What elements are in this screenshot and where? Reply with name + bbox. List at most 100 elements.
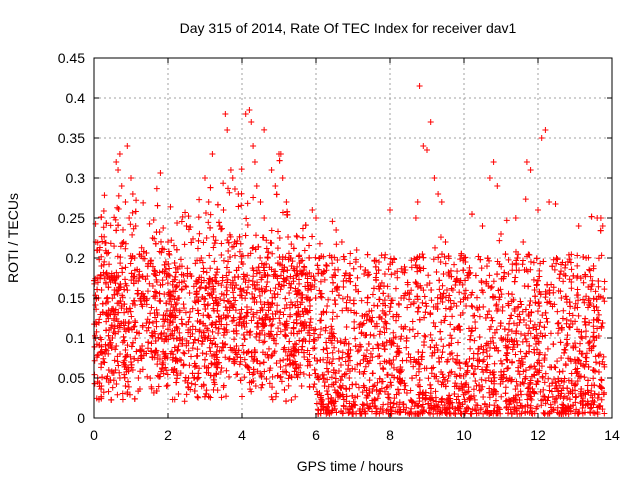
data-point — [520, 239, 527, 245]
data-point — [439, 349, 446, 356]
data-point — [235, 191, 242, 197]
data-point — [223, 284, 230, 291]
data-point — [208, 360, 215, 367]
data-point — [368, 319, 375, 325]
data-point — [555, 375, 562, 382]
data-point — [541, 324, 548, 331]
data-point — [380, 324, 387, 331]
data-point — [462, 254, 469, 261]
data-point — [140, 199, 147, 206]
data-point — [560, 278, 567, 285]
data-point — [398, 295, 405, 301]
data-point — [536, 303, 543, 310]
data-point — [438, 251, 445, 258]
data-point — [458, 250, 465, 257]
data-point — [164, 371, 171, 378]
data-point — [559, 368, 566, 375]
data-point — [246, 107, 253, 113]
data-point — [597, 215, 604, 221]
data-point — [328, 374, 335, 381]
data-point — [447, 332, 454, 339]
data-point — [259, 381, 266, 388]
data-point — [514, 254, 521, 261]
data-point — [542, 288, 549, 295]
data-point — [542, 294, 549, 301]
data-point — [493, 410, 500, 417]
data-point — [222, 111, 229, 117]
data-point — [579, 404, 586, 411]
y-tick-label: 0.4 — [66, 90, 86, 106]
data-point — [279, 256, 286, 263]
data-point — [135, 375, 142, 381]
data-point — [261, 331, 268, 338]
data-point — [180, 301, 187, 308]
data-point — [334, 337, 341, 344]
data-point — [279, 175, 286, 181]
data-point — [346, 353, 353, 360]
data-point — [446, 292, 453, 299]
data-point — [420, 143, 427, 149]
data-point — [554, 308, 561, 315]
data-point — [372, 403, 379, 410]
data-point — [186, 314, 193, 321]
data-point — [244, 222, 251, 229]
data-point — [187, 223, 194, 230]
data-point — [234, 238, 241, 245]
data-point — [255, 243, 262, 250]
data-point — [168, 367, 175, 373]
data-point — [543, 315, 550, 322]
data-point — [433, 373, 440, 380]
data-point — [253, 309, 260, 316]
data-point — [202, 305, 209, 312]
data-point — [328, 394, 335, 401]
data-point — [135, 388, 142, 395]
data-point — [122, 245, 129, 252]
data-point — [546, 287, 553, 294]
data-point — [559, 259, 566, 266]
data-point — [403, 390, 410, 397]
data-point — [190, 283, 197, 290]
data-point — [522, 353, 529, 360]
data-point — [119, 240, 126, 247]
data-point — [471, 337, 478, 344]
data-point — [471, 396, 478, 403]
data-point — [218, 282, 225, 289]
data-point — [121, 286, 128, 293]
data-point — [94, 279, 101, 286]
data-point — [485, 283, 492, 290]
data-point — [220, 291, 227, 298]
data-point — [210, 289, 217, 296]
data-point — [231, 336, 238, 343]
data-point — [370, 383, 377, 390]
data-point — [416, 316, 423, 323]
data-point — [110, 369, 117, 376]
data-point — [147, 260, 154, 267]
data-point — [474, 350, 481, 357]
data-point — [568, 370, 575, 377]
data-point — [283, 275, 290, 282]
data-point — [496, 406, 503, 413]
data-point — [115, 205, 122, 212]
data-point — [210, 335, 217, 342]
y-ticks: 00.050.10.150.20.250.30.350.40.45 — [58, 50, 612, 426]
data-point — [243, 313, 250, 320]
data-point — [174, 282, 181, 289]
data-point — [129, 367, 136, 373]
data-point — [161, 261, 168, 268]
data-point — [437, 328, 444, 335]
data-point — [165, 336, 172, 343]
data-point — [225, 356, 232, 363]
data-point — [233, 371, 240, 378]
data-point — [116, 151, 123, 157]
data-point — [396, 399, 403, 406]
data-point — [534, 377, 541, 384]
data-point — [310, 345, 317, 352]
data-point — [252, 285, 259, 292]
data-point — [356, 368, 363, 375]
data-point — [511, 344, 518, 351]
data-point — [427, 344, 434, 351]
data-point — [290, 319, 297, 326]
data-point — [240, 252, 247, 259]
data-point — [515, 368, 522, 375]
data-point — [549, 380, 556, 387]
